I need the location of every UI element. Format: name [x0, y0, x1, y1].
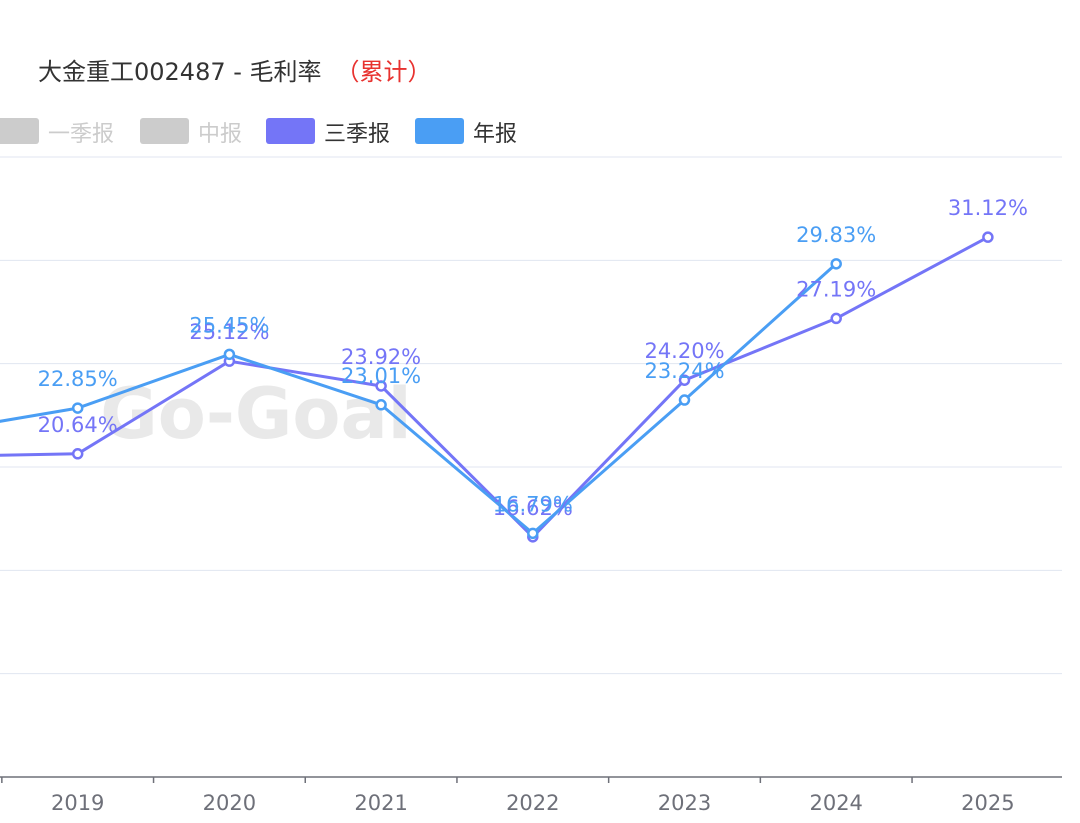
- legend-swatch-h1: [140, 118, 189, 144]
- data-point-1-2019[interactable]: [71, 402, 84, 414]
- data-label-1-2021: 23.01%: [341, 364, 421, 388]
- data-label-1-2024: 29.83%: [796, 223, 876, 247]
- series-line-0: [0, 235, 989, 539]
- legend-label-q3: 三季报: [324, 122, 391, 147]
- data-point-0-2024[interactable]: [830, 312, 842, 325]
- legend-swatch-q3: [266, 118, 315, 144]
- x-tick-label-2021: 2021: [354, 791, 407, 815]
- data-point-0-2019[interactable]: [71, 448, 84, 460]
- legend-swatch-q1: [0, 118, 39, 144]
- data-label-1-2022: 16.79%: [493, 492, 573, 516]
- data-point-0-2021[interactable]: [375, 380, 387, 392]
- x-tick-label-2020: 2020: [203, 791, 256, 815]
- data-point-0-2025[interactable]: [982, 231, 994, 243]
- chart-header: 大金重工002487 - 毛利率 （累计）: [38, 52, 432, 92]
- data-point-0-2023[interactable]: [678, 374, 691, 386]
- x-tick-label-2019: 2019: [51, 791, 104, 815]
- data-point-1-2022[interactable]: [527, 527, 539, 540]
- data-label-1-2023: 23.24%: [644, 359, 724, 383]
- chart-title-suffix: （累计）: [335, 58, 432, 86]
- data-point-1-2023[interactable]: [678, 394, 691, 406]
- x-tick-label-2023: 2023: [658, 791, 711, 815]
- series-layer: [0, 231, 994, 543]
- x-tick-label-2025: 2025: [961, 791, 1014, 815]
- data-label-0-2021: 23.92%: [341, 345, 421, 369]
- data-label-0-2020: 25.12%: [189, 320, 269, 344]
- legend-label-q1: 一季报: [48, 122, 115, 147]
- data-label-0-2025: 31.12%: [948, 196, 1028, 220]
- data-label-1-2020: 25.45%: [189, 313, 269, 337]
- watermark: Go-Goal: [100, 373, 411, 455]
- chart-title: 大金重工002487 - 毛利率: [38, 58, 322, 86]
- data-label-0-2019: 20.64%: [38, 413, 118, 437]
- x-axis: 2019 2020 2021 2022 2023 2024 2025: [0, 776, 1062, 815]
- grid-layer: [0, 156, 1062, 675]
- data-label-0-2022: 16.62%: [493, 496, 573, 520]
- data-label-0-2024: 27.19%: [796, 277, 876, 301]
- data-label-layer: 20.64% 25.12% 23.92% 16.62% 24.20% 27.19% 31.1…: [38, 196, 1028, 520]
- legend-label-h1: 中报: [198, 122, 243, 147]
- data-point-1-2021[interactable]: [375, 399, 387, 411]
- data-label-0-2023: 24.20%: [644, 339, 724, 363]
- legend-swatch-annual: [415, 118, 464, 144]
- legend-label-annual: 年报: [473, 122, 518, 147]
- data-label-1-2019: 22.85%: [38, 367, 118, 391]
- x-tick-label-2022: 2022: [506, 791, 559, 815]
- x-tick-label-2024: 2024: [809, 791, 862, 815]
- data-point-1-2024[interactable]: [830, 258, 842, 270]
- data-point-1-2020[interactable]: [223, 348, 236, 361]
